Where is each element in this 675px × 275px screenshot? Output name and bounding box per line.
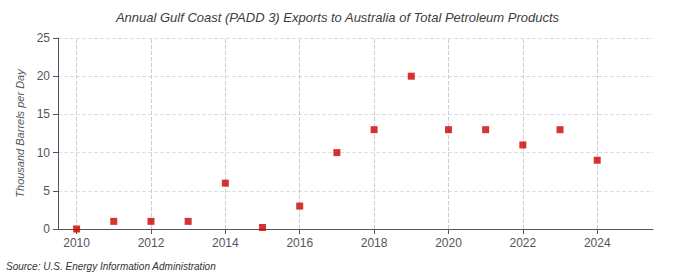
- svg-text:2014: 2014: [212, 236, 239, 250]
- svg-text:2024: 2024: [584, 236, 611, 250]
- svg-text:0: 0: [43, 222, 50, 236]
- svg-text:Source: U.S. Energy Informatio: Source: U.S. Energy Information Administ…: [6, 261, 216, 272]
- svg-text:5: 5: [43, 184, 50, 198]
- svg-text:2010: 2010: [63, 236, 90, 250]
- svg-text:Annual Gulf Coast (PADD 3) Exp: Annual Gulf Coast (PADD 3) Exports to Au…: [115, 10, 560, 25]
- svg-text:2022: 2022: [509, 236, 536, 250]
- svg-text:2012: 2012: [138, 236, 165, 250]
- svg-text:2016: 2016: [286, 236, 313, 250]
- svg-text:Thousand Barrels per Day: Thousand Barrels per Day: [14, 68, 26, 198]
- svg-text:20: 20: [37, 69, 51, 83]
- svg-text:10: 10: [37, 146, 51, 160]
- svg-text:25: 25: [37, 31, 51, 45]
- svg-text:2020: 2020: [435, 236, 462, 250]
- svg-text:15: 15: [37, 107, 51, 121]
- svg-text:2018: 2018: [361, 236, 388, 250]
